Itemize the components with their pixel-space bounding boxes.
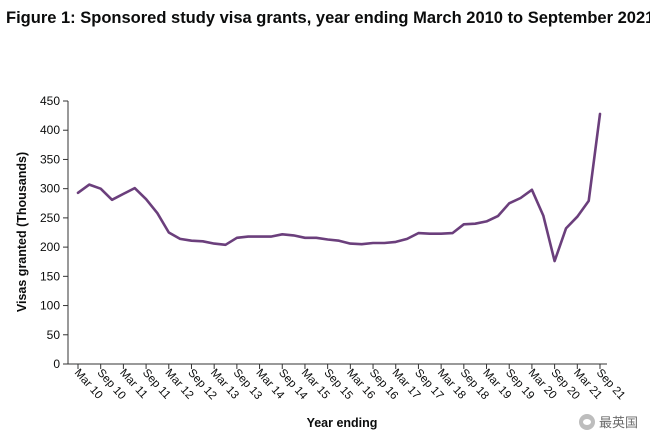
x-axis-title: Year ending — [307, 416, 378, 430]
y-tick-label: 400 — [40, 123, 60, 137]
y-tick-label: 200 — [40, 240, 60, 254]
y-axis: 0 50 100 150 200 250 300 350 400 450 — [40, 94, 69, 371]
y-tick-label: 350 — [40, 152, 60, 166]
chart-title: Figure 1: Sponsored study visa grants, y… — [6, 9, 650, 27]
watermark-text: 最英国 — [598, 415, 638, 430]
y-tick-label: 0 — [53, 357, 60, 371]
y-tick-label: 250 — [40, 211, 60, 225]
y-tick-label: 150 — [40, 269, 60, 283]
y-tick-label: 450 — [40, 94, 60, 108]
y-tick-label: 50 — [47, 328, 61, 342]
y-tick-label: 300 — [40, 182, 60, 196]
y-axis-title: Visas granted (Thousands) — [15, 152, 29, 312]
wechat-logo-icon — [578, 413, 595, 430]
series-line-0 — [76, 112, 602, 263]
series-layer — [76, 112, 602, 263]
y-tick-label: 100 — [40, 299, 60, 313]
watermark: 最英国 — [578, 412, 638, 431]
y-axis-ticks: 0 50 100 150 200 250 300 350 400 450 — [40, 94, 68, 371]
